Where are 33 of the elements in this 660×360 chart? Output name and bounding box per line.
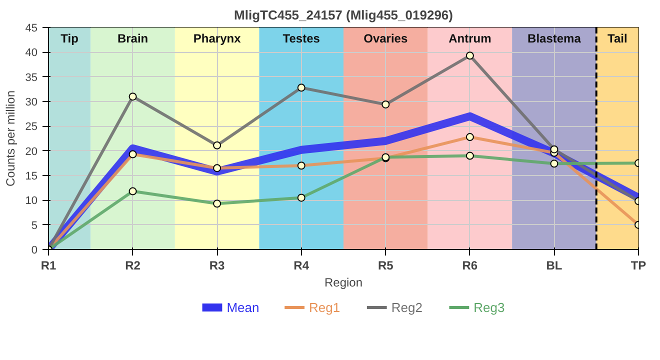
x-axis-title: Region — [324, 276, 363, 290]
band-label: Testes — [282, 32, 320, 46]
band-label: Tail — [608, 32, 628, 46]
band-label: Tip — [60, 32, 78, 46]
x-tick-label: R2 — [125, 258, 141, 272]
x-tick-label: BL — [546, 258, 562, 272]
y-tick-label: 20 — [25, 146, 38, 158]
legend-label: Reg3 — [474, 300, 505, 315]
y-tick-label: 40 — [25, 47, 38, 60]
x-tick-label: R4 — [294, 258, 310, 272]
y-axis-title: Counts per million — [3, 90, 18, 187]
y-tick-label: 35 — [25, 72, 38, 84]
y-tick-label: 5 — [31, 220, 38, 232]
band-label: Brain — [117, 32, 148, 46]
y-tick-label: 30 — [25, 96, 38, 108]
chart-title: MligTC455_24157 (Mlig455_019296) — [234, 8, 453, 22]
y-tick-label: 25 — [25, 121, 38, 134]
band-label: Pharynx — [193, 32, 242, 46]
y-tick-label: 15 — [25, 170, 38, 182]
x-tick-label: R1 — [40, 258, 56, 272]
x-tick-label: R5 — [378, 258, 394, 272]
y-tick-label: 0 — [31, 244, 38, 256]
y-tick-label: 45 — [25, 22, 38, 34]
band-label: Antrum — [448, 32, 492, 46]
legend-label: Reg2 — [391, 300, 422, 315]
band-label: Blastema — [528, 32, 582, 46]
y-tick-label: 10 — [25, 195, 38, 208]
legend-label: Reg1 — [309, 300, 340, 315]
legend-label: Mean — [226, 300, 260, 315]
x-tick-label: R6 — [462, 258, 478, 272]
x-tick-label: R3 — [209, 258, 226, 272]
x-tick-label: TP — [630, 258, 646, 272]
band-label: Ovaries — [364, 32, 408, 46]
